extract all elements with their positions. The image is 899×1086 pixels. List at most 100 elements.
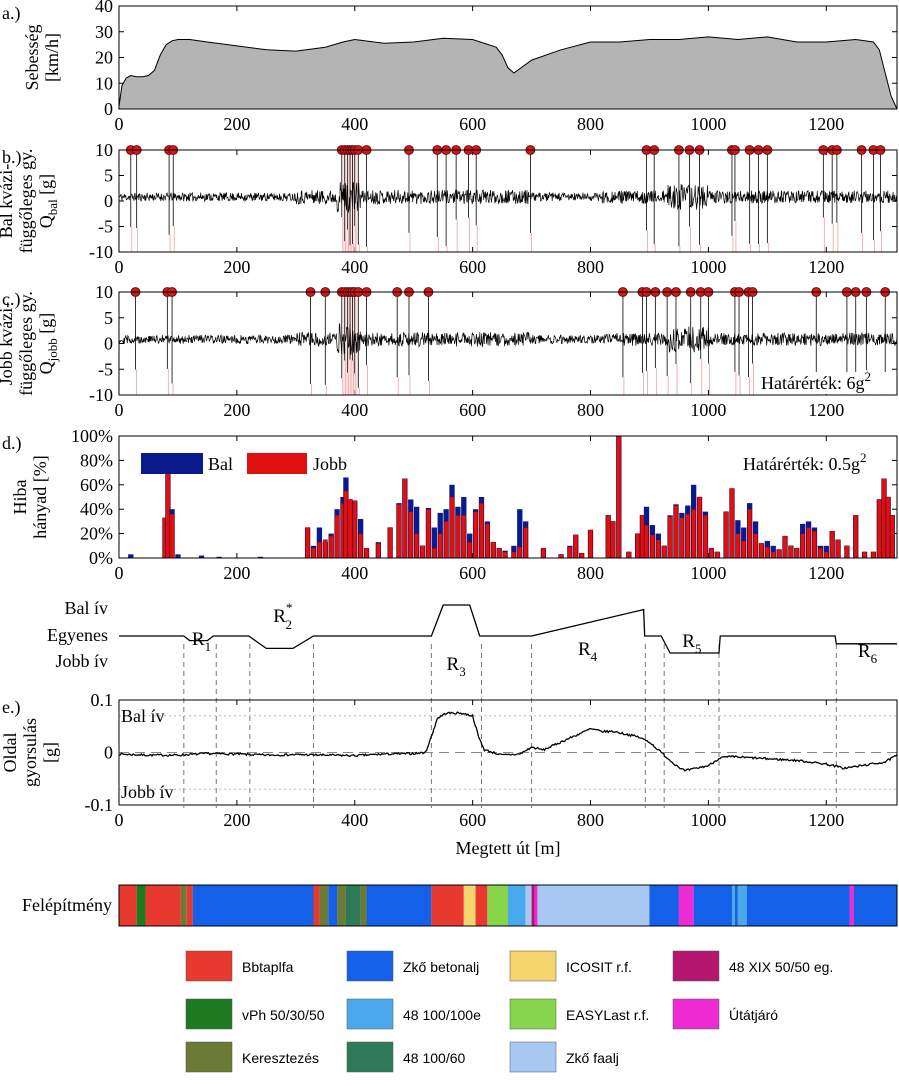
legend-label-jobb: Jobb — [313, 454, 347, 474]
y-axis-label: hányad [%] — [30, 455, 50, 538]
y-tick-label: 0.1 — [91, 690, 114, 710]
y-tick-label: 30 — [95, 22, 113, 42]
bar-jobb — [685, 513, 691, 559]
panel-label: e.) — [2, 697, 20, 718]
x-tick-label: 800 — [577, 257, 604, 277]
section-label: R1 — [192, 629, 211, 654]
x-tick-label: 1200 — [808, 400, 844, 420]
legend-label: Zkő faalj — [566, 1050, 619, 1066]
bar-jobb — [862, 551, 867, 559]
bar-jobb — [655, 539, 661, 559]
bar-jobb — [708, 548, 714, 559]
bar-jobb — [835, 539, 841, 559]
bar-jobb — [502, 551, 508, 559]
bar-jobb — [679, 517, 685, 559]
y-tick-label: -5 — [98, 217, 113, 237]
bar-jobb — [322, 539, 328, 559]
bar-jobb — [426, 509, 431, 559]
panel-superstructure: Felépítmény — [22, 884, 898, 927]
legend-label: Zkő betonalj — [403, 959, 479, 975]
superstructure-segment — [678, 885, 694, 926]
superstructure-segment — [345, 885, 361, 926]
y-axis-label: Oldal — [0, 733, 20, 773]
bar-jobb — [770, 551, 776, 559]
superstructure-segment — [337, 885, 346, 926]
x-tick-label: 1000 — [690, 563, 726, 583]
bar-jobb — [479, 502, 484, 559]
bar-jobb — [437, 533, 443, 559]
bar-jobb — [461, 515, 467, 559]
y-axis-label: Qjobb [g] — [36, 313, 60, 375]
y-tick-label: 20% — [80, 524, 113, 544]
bar-jobb — [616, 435, 622, 559]
x-tick-label: 600 — [459, 114, 486, 134]
y-tick-label: -10 — [89, 385, 113, 405]
legend-label: EASYLast r.f. — [566, 1007, 649, 1023]
y-axis-label: [g] — [40, 742, 60, 763]
annotation-bg — [758, 372, 895, 394]
bar-jobb — [169, 513, 175, 559]
y-tick-label: 60% — [80, 475, 113, 495]
bar-jobb — [818, 548, 823, 559]
x-tick-label: 800 — [577, 114, 604, 134]
bar-jobb — [573, 534, 579, 559]
curvature-level-label: Bal ív — [65, 598, 109, 618]
bar-jobb — [729, 488, 735, 559]
inner-label: Jobb ív — [121, 782, 174, 802]
bar-jobb — [334, 515, 340, 559]
superstructure-segment — [136, 885, 146, 926]
y-tick-label: 0 — [104, 743, 113, 763]
superstructure-segment — [431, 885, 464, 926]
superstructure-segment — [366, 885, 432, 926]
bar-jobb — [605, 515, 611, 559]
bar-jobb — [626, 551, 632, 559]
bar-jobb — [485, 523, 490, 559]
bar-jobb — [523, 527, 529, 559]
y-tick-label: 40 — [95, 0, 113, 16]
legend-label: Bbtaplfa — [242, 959, 294, 975]
x-tick-label: 1200 — [808, 257, 844, 277]
bar-jobb — [579, 552, 585, 559]
superstructure-segment — [145, 885, 181, 926]
legend-label: Útátjáró — [729, 1007, 778, 1023]
curvature-level-label: Egyenes — [47, 625, 108, 645]
bar-jobb — [473, 511, 478, 559]
bar-bal — [517, 509, 523, 558]
legend-label: Keresztezés — [242, 1050, 319, 1066]
bar-jobb — [408, 511, 414, 559]
bar-jobb — [635, 533, 641, 559]
y-tick-label: 0 — [104, 334, 113, 354]
y-tick-label: 10 — [95, 140, 113, 160]
bar-jobb — [517, 546, 523, 559]
series-legend: Bal Jobb — [141, 453, 347, 474]
superstructure-segment — [534, 885, 538, 926]
y-axis-label: Hiba — [10, 480, 30, 515]
bar-jobb — [449, 496, 455, 559]
superstructure-segment — [487, 885, 508, 926]
axes-frame — [118, 435, 898, 559]
axes-frame — [118, 699, 898, 806]
y-tick-label: 100% — [71, 426, 113, 446]
panel-d: 0 200 400 600 800 1000 1200 0% 20% 40% 60% 80% 100% d… — [2, 426, 898, 583]
legend-label: ICOSIT r.f. — [566, 959, 632, 975]
bar-jobb — [812, 530, 817, 559]
x-tick-label: 1200 — [808, 563, 844, 583]
legend-label: 48 XIX 50/50 eg. — [729, 959, 833, 975]
x-tick-label: 200 — [223, 400, 250, 420]
bar-jobb — [455, 515, 461, 559]
bar-jobb — [691, 509, 697, 559]
legend-swatch-bal — [141, 453, 203, 474]
bar-jobb — [776, 549, 782, 559]
bar-jobb — [844, 545, 850, 559]
bar-jobb — [673, 505, 679, 559]
bar-jobb — [741, 540, 747, 559]
x-tick-label: 0 — [115, 810, 124, 830]
section-label: R* 2 — [273, 600, 292, 632]
bar-jobb — [782, 535, 788, 559]
y-axis-label: gyorsulás — [20, 718, 40, 787]
x-tick-label: 800 — [577, 563, 604, 583]
superstructure-segment — [360, 885, 367, 926]
bar-jobb — [667, 516, 673, 559]
y-tick-label: 40% — [80, 499, 113, 519]
x-tick-label: 600 — [459, 257, 486, 277]
